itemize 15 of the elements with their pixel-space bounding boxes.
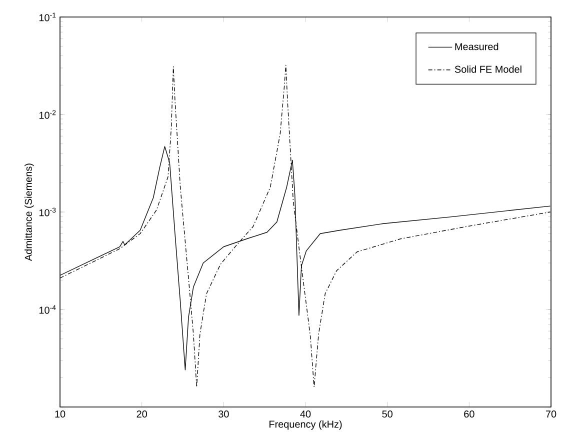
x-tick-label: 60 bbox=[464, 410, 474, 418]
x-tick-label: 20 bbox=[136, 410, 147, 418]
x-tick-label: 30 bbox=[218, 410, 229, 418]
y-tick-label: 10$^{-2}$ bbox=[39, 110, 56, 119]
x-axis-title: Frequency (kHz) bbox=[270, 420, 342, 430]
y-axis-title: Admittance (Siemens) bbox=[24, 164, 34, 261]
y-tick-label: 10$^{-1}$ bbox=[39, 12, 56, 22]
legend-label: Solid FE Model bbox=[454, 66, 522, 73]
y-tick-label: 10$^{-3}$ bbox=[39, 208, 56, 216]
x-tick-label: 50 bbox=[382, 410, 392, 418]
x-tick-label: 70 bbox=[546, 410, 556, 418]
x-tick-label: 40 bbox=[300, 410, 311, 418]
legend-label: Measured bbox=[455, 42, 498, 50]
x-tick-label: 10 bbox=[55, 410, 66, 418]
y-tick-label: 10$^{-4}$ bbox=[39, 305, 56, 314]
